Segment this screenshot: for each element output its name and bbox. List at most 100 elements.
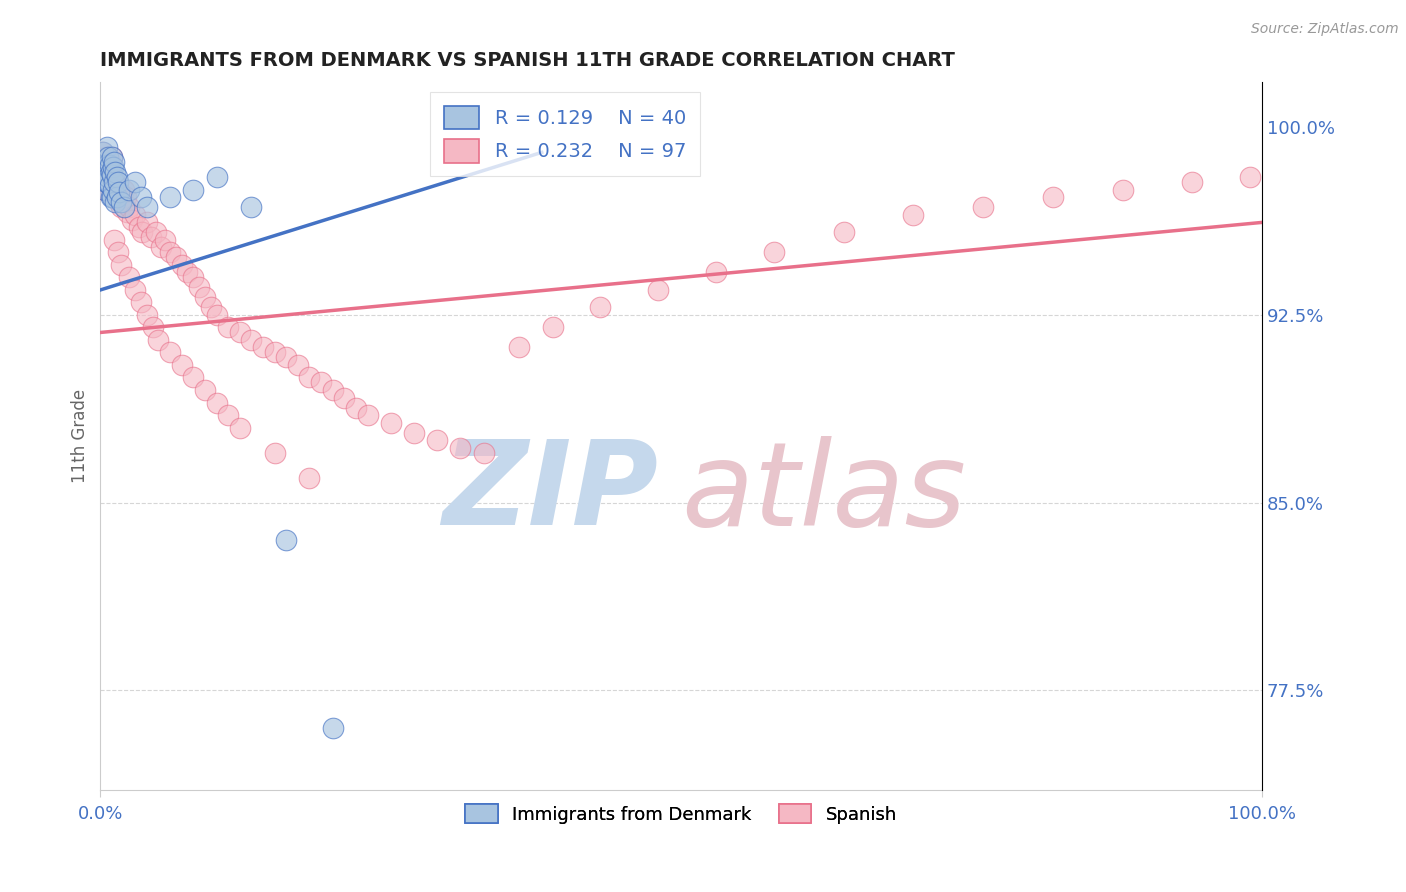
Point — [107, 175, 129, 189]
Point — [104, 175, 127, 189]
Point — [104, 195, 127, 210]
Point — [322, 383, 344, 397]
Point — [98, 155, 121, 169]
Point — [194, 290, 217, 304]
Point — [589, 301, 612, 315]
Point — [108, 186, 131, 200]
Point — [103, 175, 125, 189]
Point — [94, 183, 117, 197]
Point — [298, 370, 321, 384]
Point — [170, 358, 193, 372]
Point — [263, 345, 285, 359]
Point — [276, 351, 298, 365]
Point — [96, 158, 118, 172]
Point — [128, 220, 150, 235]
Point — [449, 441, 471, 455]
Point — [96, 150, 118, 164]
Point — [97, 170, 120, 185]
Point — [96, 140, 118, 154]
Point — [104, 165, 127, 179]
Point — [98, 158, 121, 172]
Point — [1042, 190, 1064, 204]
Point — [97, 150, 120, 164]
Point — [135, 308, 157, 322]
Point — [426, 433, 449, 447]
Point — [101, 170, 124, 185]
Point — [124, 208, 146, 222]
Point — [129, 295, 152, 310]
Point — [118, 270, 141, 285]
Point — [110, 258, 132, 272]
Point — [96, 158, 118, 172]
Point — [287, 358, 309, 372]
Point — [217, 408, 239, 422]
Point — [100, 190, 122, 204]
Point — [170, 258, 193, 272]
Point — [101, 190, 124, 204]
Point — [145, 226, 167, 240]
Point — [115, 205, 138, 219]
Point — [298, 470, 321, 484]
Point — [121, 213, 143, 227]
Point — [135, 201, 157, 215]
Point — [101, 168, 124, 182]
Point — [148, 333, 170, 347]
Point — [135, 215, 157, 229]
Point — [763, 245, 786, 260]
Point — [240, 201, 263, 215]
Point — [181, 370, 204, 384]
Point — [903, 208, 925, 222]
Point — [101, 150, 124, 164]
Point — [100, 165, 122, 179]
Point — [108, 186, 131, 200]
Point — [194, 383, 217, 397]
Point — [205, 308, 228, 322]
Point — [96, 175, 118, 189]
Point — [101, 178, 124, 192]
Point — [972, 201, 994, 215]
Point — [94, 170, 117, 185]
Point — [159, 190, 181, 204]
Point — [124, 283, 146, 297]
Point — [100, 165, 122, 179]
Point — [103, 155, 125, 169]
Point — [229, 326, 252, 340]
Point — [129, 190, 152, 204]
Text: atlas: atlas — [681, 436, 966, 549]
Legend: Immigrants from Denmark, Spanish: Immigrants from Denmark, Spanish — [458, 797, 904, 830]
Point — [508, 341, 530, 355]
Point — [402, 425, 425, 440]
Point — [1239, 170, 1261, 185]
Point — [110, 195, 132, 210]
Point — [118, 201, 141, 215]
Text: IMMIGRANTS FROM DENMARK VS SPANISH 11TH GRADE CORRELATION CHART: IMMIGRANTS FROM DENMARK VS SPANISH 11TH … — [100, 51, 955, 70]
Point — [105, 190, 128, 204]
Point — [263, 445, 285, 459]
Text: Source: ZipAtlas.com: Source: ZipAtlas.com — [1251, 22, 1399, 37]
Point — [110, 201, 132, 215]
Point — [217, 320, 239, 334]
Point — [181, 270, 204, 285]
Point — [832, 226, 855, 240]
Point — [108, 195, 131, 210]
Point — [356, 408, 378, 422]
Point — [97, 170, 120, 185]
Point — [93, 158, 115, 172]
Text: ZIP: ZIP — [441, 435, 658, 550]
Point — [118, 183, 141, 197]
Point — [1181, 175, 1204, 189]
Point — [96, 175, 118, 189]
Point — [333, 391, 356, 405]
Point — [704, 265, 727, 279]
Point — [107, 245, 129, 260]
Point — [91, 158, 114, 172]
Point — [200, 301, 222, 315]
Point — [141, 230, 163, 244]
Point — [112, 201, 135, 215]
Point — [181, 183, 204, 197]
Point — [105, 190, 128, 204]
Point — [101, 150, 124, 164]
Point — [103, 233, 125, 247]
Point — [111, 190, 134, 204]
Point — [159, 345, 181, 359]
